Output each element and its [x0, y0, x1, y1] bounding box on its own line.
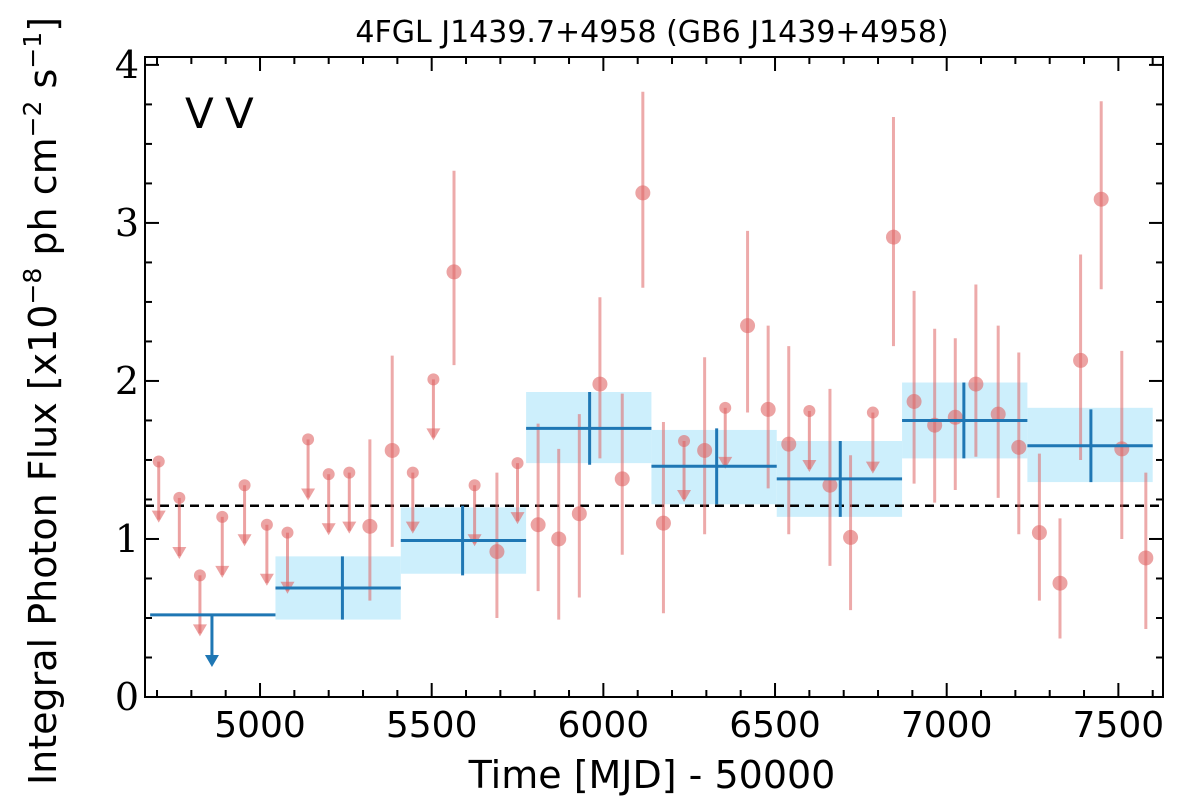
short-bin-upper-limit-cap: [281, 526, 294, 539]
y-tick-label: 2: [115, 359, 139, 403]
short-bin-upper-limit-arrow: [321, 523, 336, 536]
short-bin-point: [655, 515, 671, 531]
short-bin-point: [489, 544, 505, 560]
short-bin-upper-limit-arrow: [342, 521, 357, 534]
y-axis-label-mid2: s: [21, 69, 65, 101]
short-bin-point: [906, 393, 922, 409]
short-bin-upper-limit-cap: [322, 468, 335, 481]
short-bin-upper-limit-cap: [238, 479, 251, 492]
short-bin-upper-limit-arrow: [215, 565, 230, 578]
x-tick-label: 6500: [729, 705, 821, 746]
x-tick-label: 7000: [901, 705, 993, 746]
y-tick-label: 4: [115, 43, 139, 87]
short-bin-point: [697, 442, 713, 458]
short-bin-upper-limit-cap: [193, 569, 206, 582]
short-bin-point: [990, 406, 1006, 422]
y-axis-label-main: Integral Photon Flux [x10: [21, 305, 65, 786]
short-bin-point: [1073, 352, 1089, 368]
short-bin-upper-limit-cap: [152, 455, 165, 468]
short-bin-point: [947, 409, 963, 425]
short-bin-point: [530, 517, 546, 533]
plot-area: 5000 5500 6000 6500 7000 7500 0 1 2 3 4: [115, 43, 1164, 746]
x-tick-label: 5500: [386, 705, 478, 746]
short-bin-point: [1114, 441, 1130, 457]
short-bin-point: [1011, 439, 1027, 455]
short-bin-upper-limit-cap: [719, 401, 732, 414]
short-bin-upper-limit-arrow: [301, 488, 316, 501]
short-bin-upper-limit-cap: [866, 406, 879, 419]
short-bin-upper-limit-cap: [302, 433, 315, 446]
short-bin-upper-limit-arrow: [718, 456, 733, 469]
short-bin-point: [822, 477, 838, 493]
y-tick-label: 0: [115, 675, 139, 719]
short-bin-point: [843, 529, 859, 545]
short-bin-point: [635, 185, 651, 201]
marker-v-blue: V: [185, 89, 214, 138]
short-bin-upper-limit-cap: [678, 435, 691, 447]
x-tick-label: 6000: [558, 705, 650, 746]
short-bin-point: [571, 506, 587, 522]
short-bin-point: [614, 471, 630, 487]
y-axis-label-exp2: −2: [18, 101, 47, 138]
short-bin-point: [740, 318, 756, 334]
y-axis-label-mid: ph cm: [21, 137, 65, 267]
short-bin-upper-limit-arrow: [865, 461, 880, 474]
short-bin-upper-limit-arrow: [802, 460, 817, 473]
short-bin-upper-limit-cap: [511, 457, 524, 470]
short-bin-point: [551, 531, 567, 547]
short-bin-upper-limit-cap: [260, 518, 273, 531]
y-tick-label: 3: [115, 201, 139, 245]
y-axis-label: Integral Photon Flux [x10−8 ph cm−2 s−1]: [18, 17, 65, 785]
short-bin-upper-limit-arrow: [259, 573, 274, 586]
x-tick-label: 7500: [1073, 705, 1165, 746]
short-bin-upper-limit-arrow: [192, 624, 207, 637]
y-tick-label: 1: [115, 517, 139, 561]
short-bin-point: [760, 401, 776, 417]
short-bin-point: [1052, 575, 1068, 591]
short-bin-upper-limit-cap: [468, 479, 481, 492]
short-bin-upper-limit-arrow: [510, 512, 525, 525]
short-bin-upper-limit-cap: [343, 466, 356, 479]
short-bin-upper-limit-cap: [216, 510, 229, 523]
y-axis-label-exp1: −8: [18, 268, 47, 305]
short-bin-point: [968, 376, 984, 392]
short-bin-upper-limit-cap: [803, 404, 816, 417]
plot-frame: [144, 56, 1164, 698]
short-bin-point: [1031, 525, 1047, 541]
short-bin-upper-limit-arrow: [426, 428, 441, 441]
marker-v-red: V: [225, 89, 254, 138]
short-bin-upper-limit-arrow: [151, 510, 166, 523]
short-bin-point: [592, 376, 608, 392]
short-bin-upper-limit-arrow: [677, 490, 692, 503]
short-bin-point: [362, 518, 378, 534]
short-bin-point: [384, 442, 400, 458]
x-tick-label: 5000: [214, 705, 306, 746]
short-bin-point: [446, 264, 462, 280]
short-bin-upper-limit-arrow: [237, 534, 252, 547]
short-bin-upper-limit-cap: [173, 491, 186, 504]
x-axis-label: Time [MJD] - 50000: [468, 753, 836, 797]
short-bin-upper-limit-cap: [406, 466, 419, 479]
short-bin-point: [1138, 550, 1154, 566]
short-bin-upper-limit-arrow: [405, 521, 420, 534]
chart-title: 4FGL J1439.7+4958 (GB6 J1439+4958): [355, 15, 948, 50]
long-bin-upper-limit-arrow: [204, 654, 219, 667]
short-bin-upper-limit-cap: [427, 373, 440, 386]
y-axis-label-exp3: −1: [18, 32, 47, 69]
y-axis-label-end: ]: [21, 17, 65, 32]
short-bin-upper-limit-arrow: [172, 546, 187, 559]
short-bin-point: [1093, 191, 1109, 207]
short-bin-point: [781, 436, 797, 452]
short-bin-point: [885, 229, 901, 245]
